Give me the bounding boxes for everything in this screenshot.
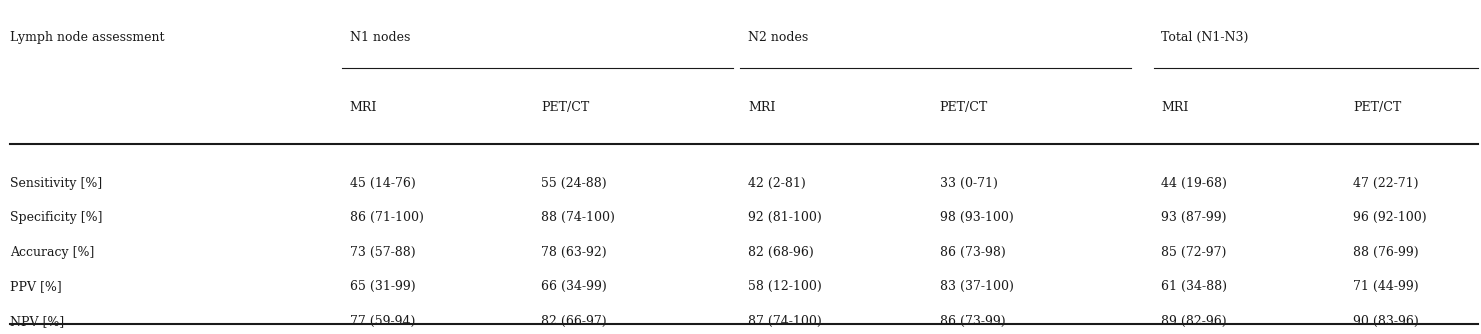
Text: 66 (34-99): 66 (34-99)	[542, 280, 607, 293]
Text: 82 (68-96): 82 (68-96)	[748, 246, 813, 259]
Text: 77 (59-94): 77 (59-94)	[350, 315, 415, 328]
Text: MRI: MRI	[1161, 102, 1188, 114]
Text: PET/CT: PET/CT	[542, 102, 589, 114]
Text: NPV [%]: NPV [%]	[10, 315, 64, 328]
Text: 96 (92-100): 96 (92-100)	[1352, 211, 1426, 224]
Text: MRI: MRI	[748, 102, 775, 114]
Text: Total (N1-N3): Total (N1-N3)	[1161, 31, 1248, 44]
Text: Specificity [%]: Specificity [%]	[10, 211, 102, 224]
Text: 65 (31-99): 65 (31-99)	[350, 280, 415, 293]
Text: 89 (82-96): 89 (82-96)	[1161, 315, 1226, 328]
Text: PET/CT: PET/CT	[1352, 102, 1401, 114]
Text: 86 (71-100): 86 (71-100)	[350, 211, 424, 224]
Text: MRI: MRI	[350, 102, 376, 114]
Text: 71 (44-99): 71 (44-99)	[1352, 280, 1419, 293]
Text: 90 (83-96): 90 (83-96)	[1352, 315, 1419, 328]
Text: 42 (2-81): 42 (2-81)	[748, 177, 806, 190]
Text: 33 (0-71): 33 (0-71)	[939, 177, 998, 190]
Text: 47 (22-71): 47 (22-71)	[1352, 177, 1419, 190]
Text: N1 nodes: N1 nodes	[350, 31, 410, 44]
Text: 45 (14-76): 45 (14-76)	[350, 177, 415, 190]
Text: 82 (66-97): 82 (66-97)	[542, 315, 607, 328]
Text: 88 (74-100): 88 (74-100)	[542, 211, 615, 224]
Text: 86 (73-99): 86 (73-99)	[939, 315, 1006, 328]
Text: 61 (34-88): 61 (34-88)	[1161, 280, 1226, 293]
Text: 93 (87-99): 93 (87-99)	[1161, 211, 1226, 224]
Text: PET/CT: PET/CT	[939, 102, 988, 114]
Text: PPV [%]: PPV [%]	[10, 280, 62, 293]
Text: 86 (73-98): 86 (73-98)	[939, 246, 1006, 259]
Text: 55 (24-88): 55 (24-88)	[542, 177, 607, 190]
Text: 88 (76-99): 88 (76-99)	[1352, 246, 1419, 259]
Text: 78 (63-92): 78 (63-92)	[542, 246, 607, 259]
Text: 98 (93-100): 98 (93-100)	[939, 211, 1013, 224]
Text: 92 (81-100): 92 (81-100)	[748, 211, 822, 224]
Text: N2 nodes: N2 nodes	[748, 31, 809, 44]
Text: 83 (37-100): 83 (37-100)	[939, 280, 1013, 293]
Text: Sensitivity [%]: Sensitivity [%]	[10, 177, 102, 190]
Text: Accuracy [%]: Accuracy [%]	[10, 246, 95, 259]
Text: 73 (57-88): 73 (57-88)	[350, 246, 415, 259]
Text: 44 (19-68): 44 (19-68)	[1161, 177, 1226, 190]
Text: 85 (72-97): 85 (72-97)	[1161, 246, 1226, 259]
Text: Lymph node assessment: Lymph node assessment	[10, 31, 164, 44]
Text: 58 (12-100): 58 (12-100)	[748, 280, 822, 293]
Text: 87 (74-100): 87 (74-100)	[748, 315, 822, 328]
